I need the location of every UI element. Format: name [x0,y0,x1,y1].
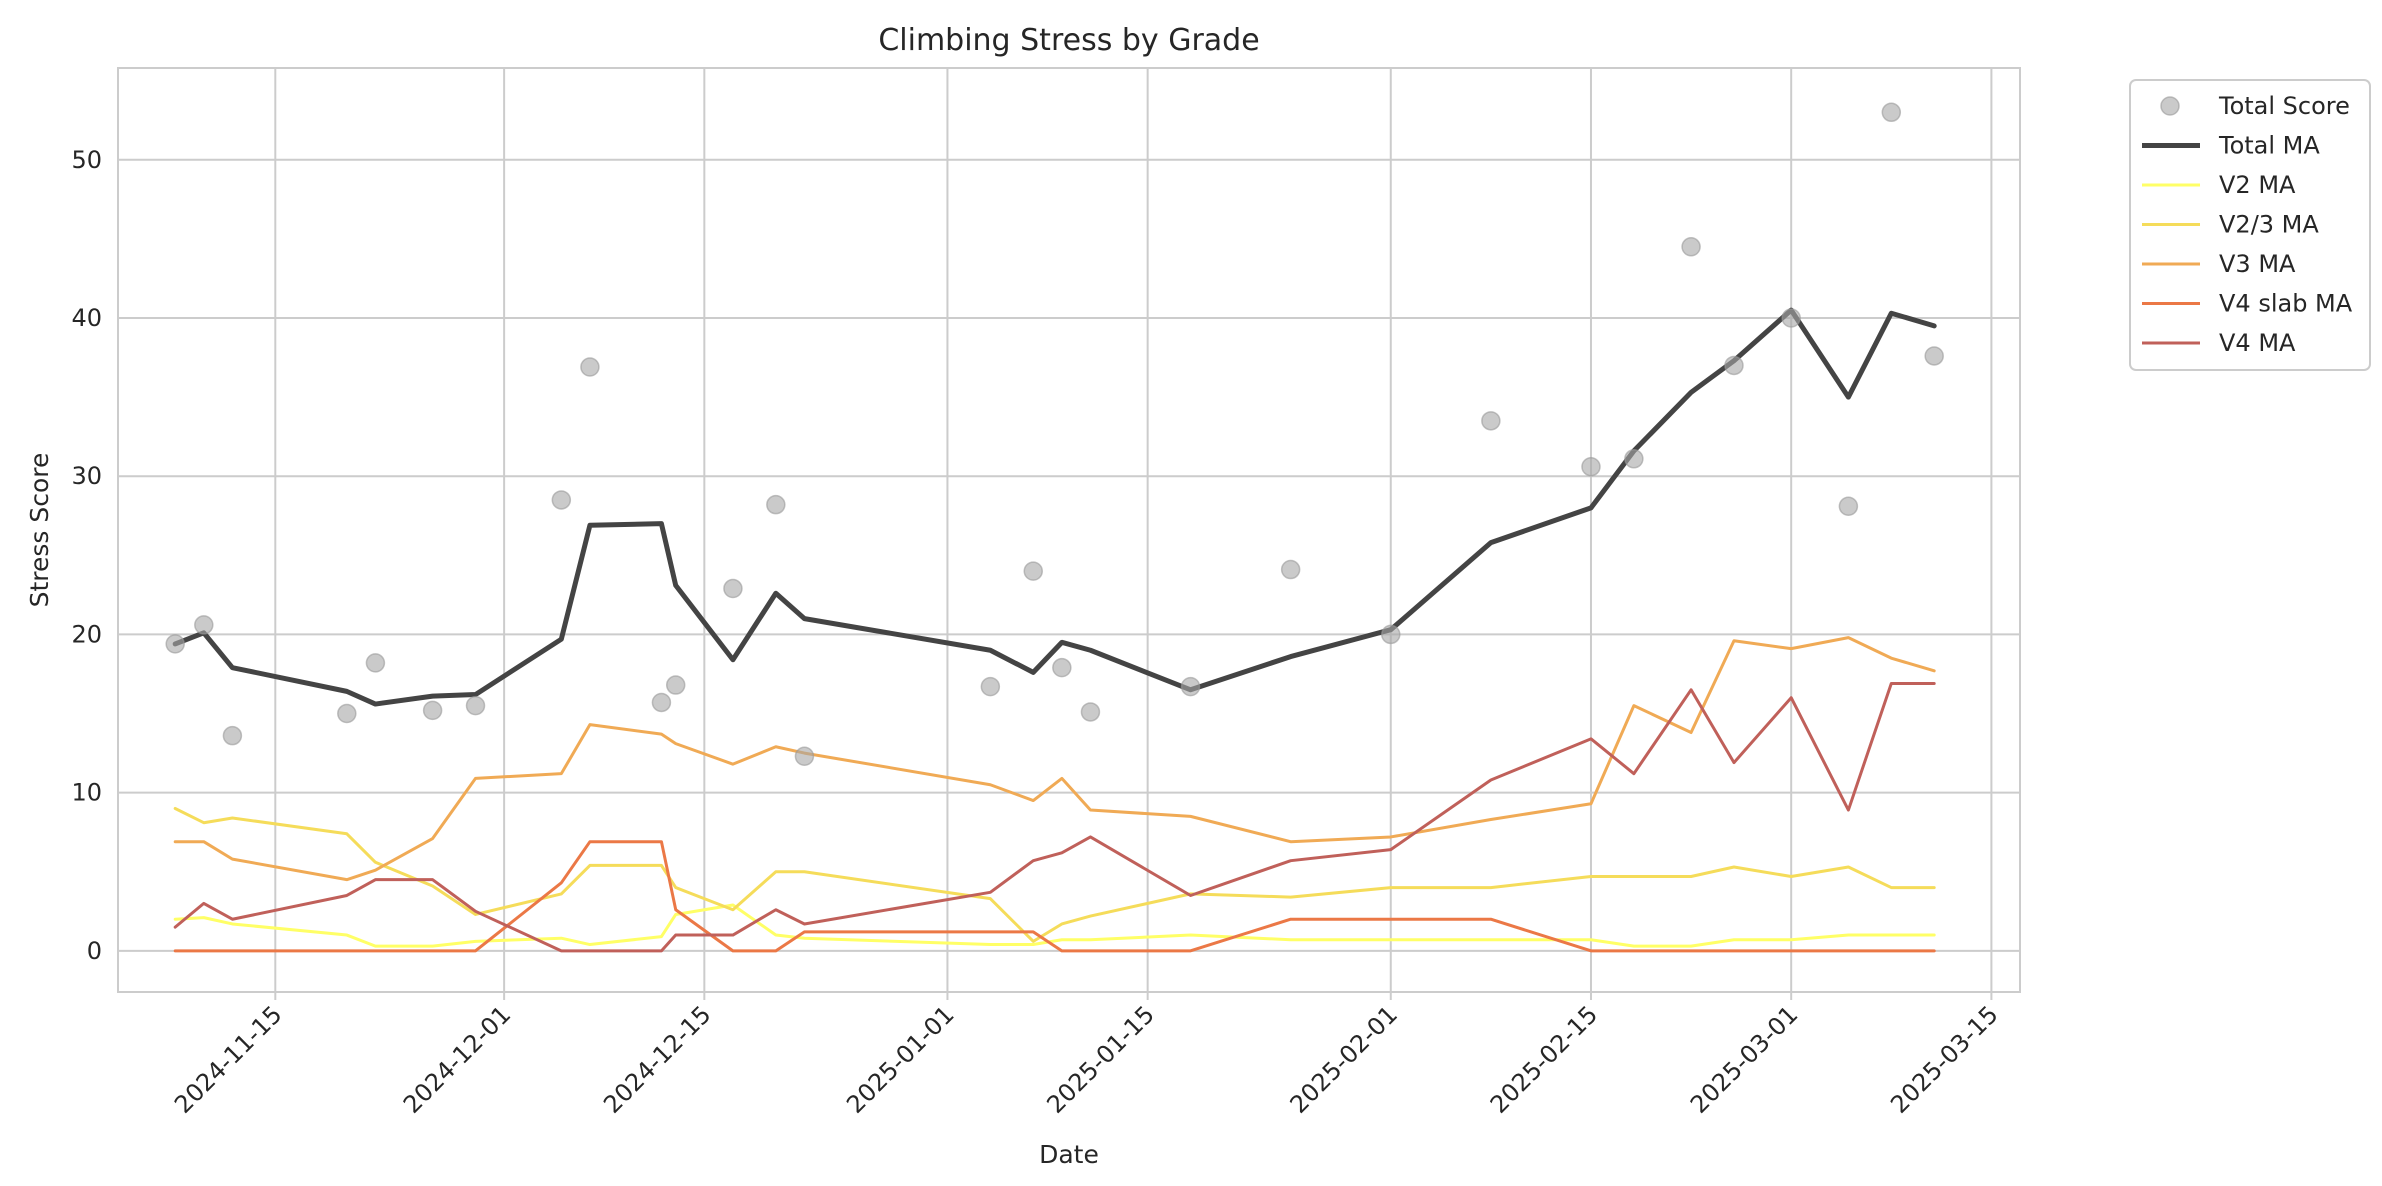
total-score-point [551,490,572,510]
legend-label-v4-ma: V4 MA [2219,329,2296,357]
total-score-point [165,634,185,654]
legend-box [2129,79,2371,371]
total-score-point [1481,411,1501,431]
series-line-v4-slab-ma [173,840,1936,953]
total-score-point [1624,449,1644,469]
total-score-point [1023,561,1043,581]
total-score-point [665,675,686,695]
chart-title: Climbing Stress by Grade [878,23,1259,58]
series-line-v3-ma [173,636,1936,882]
total-score-point [1180,676,1201,697]
legend-label-v2-3-ma: V2/3 MA [2219,211,2319,239]
total-score-point [766,494,786,515]
series-line-v4-ma [173,681,1936,953]
total-score-point [465,695,486,716]
total-score-point [1280,559,1301,580]
legend-label-total-ma: Total MA [2218,132,2320,160]
total-score-point [222,725,243,746]
total-score-point [365,653,386,673]
total-score-point [422,700,443,721]
legend-label-v4-slab-ma: V4 slab MA [2219,290,2353,318]
total-score-point [1924,346,1944,366]
total-score-point [337,703,357,724]
total-score-point [723,578,743,599]
legend: Total Score Total MA V2 MA V2/3 MA V3 MA V4 s… [2129,79,2371,371]
total-score-point [194,615,214,635]
total-score-point [1381,624,1401,645]
legend-label-total-score: Total Score [2218,92,2350,120]
y-tick-label: 0 [87,937,102,965]
y-tick-label: 50 [71,146,102,174]
total-score-point [1781,308,1801,328]
series-line-v2-3-ma [173,806,1936,943]
plot-frame [117,67,2021,993]
legend-marker-total-score [2160,96,2180,116]
total-score-point [1838,496,1859,517]
total-score-point [1881,102,1902,123]
grid [118,68,2020,1000]
total-score-point [1724,355,1744,376]
total-score-point [1052,657,1072,678]
series-line-v2-ma [173,903,1936,948]
total-score-point [1080,702,1101,722]
total-score-point [1581,456,1601,477]
series-line-total-ma [172,307,1937,707]
y-axis-title: Stress Score [25,453,54,608]
total-score-point [580,357,600,377]
legend-label-v2-ma: V2 MA [2219,171,2296,199]
y-tick-label: 30 [71,462,102,490]
total-score-point [1681,237,1701,257]
legend-label-v3-ma: V3 MA [2219,250,2296,278]
y-tick-label: 20 [71,620,102,648]
total-score-point [651,692,672,713]
y-tick-label: 10 [71,779,102,807]
x-axis-title: Date [1039,1140,1099,1169]
plot-data [165,102,1944,953]
y-tick-label: 40 [71,304,102,332]
total-score-point [794,746,815,767]
total-score-point [980,676,1001,697]
